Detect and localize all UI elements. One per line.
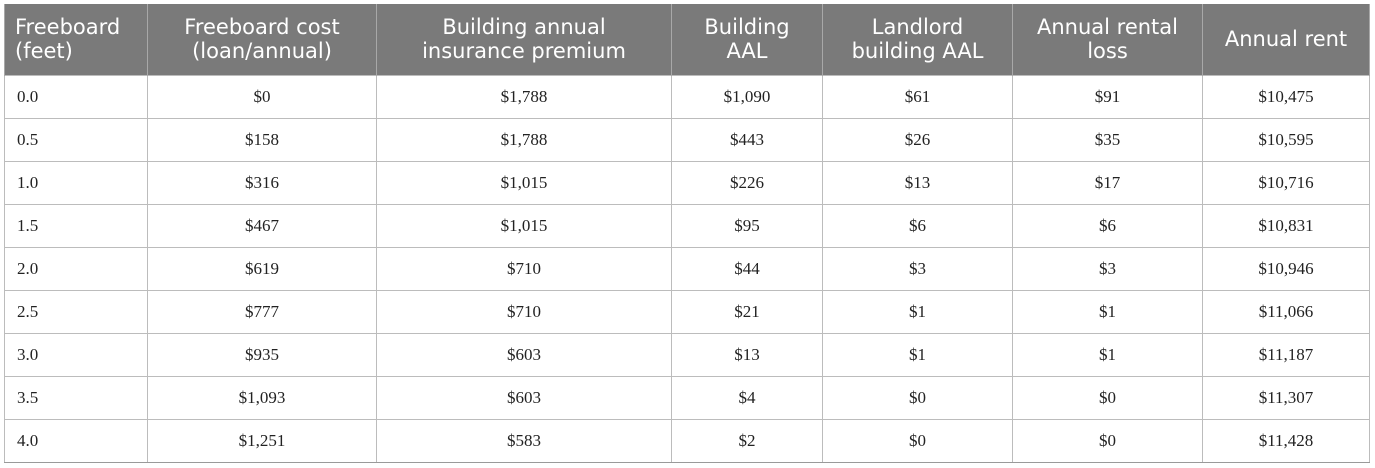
table-cell: 3.0 [4,332,148,377]
table-cell: $1 [1012,289,1203,334]
table-row: 3.0 $935 $603 $13 $1 $1 $11,187 [4,332,1370,377]
table-cell: $316 [147,160,377,205]
table-cell: $10,946 [1202,246,1370,291]
table-row: 1.5 $467 $1,015 $95 $6 $6 $10,831 [4,203,1370,248]
table-cell: $10,831 [1202,203,1370,248]
table-row: 1.0 $316 $1,015 $226 $13 $17 $10,716 [4,160,1370,205]
table-cell: $1,090 [671,74,823,119]
table-cell: $26 [822,117,1013,162]
freeboard-table: Freeboard (feet) Freeboard cost (loan/annua… [4,4,1370,463]
freeboard-table-container: Freeboard (feet) Freeboard cost (loan/annua… [4,4,1370,463]
table-cell: $603 [376,332,672,377]
table-row: 0.0 $0 $1,788 $1,090 $61 $91 $10,475 [4,74,1370,119]
table-cell: $11,066 [1202,289,1370,334]
table-cell: 1.0 [4,160,148,205]
column-header-line: building AAL [851,39,984,64]
column-header: Annual rental loss [1012,4,1203,75]
table-cell: $21 [671,289,823,334]
table-cell: $13 [671,332,823,377]
table-cell: $2 [671,418,823,463]
table-cell: $443 [671,117,823,162]
table-cell: $3 [822,246,1013,291]
table-cell: $10,595 [1202,117,1370,162]
column-header: Annual rent [1202,4,1370,75]
table-cell: $583 [376,418,672,463]
table-cell: $17 [1012,160,1203,205]
table-cell: 2.0 [4,246,148,291]
table-row: 2.5 $777 $710 $21 $1 $1 $11,066 [4,289,1370,334]
column-header: Landlord building AAL [822,4,1013,75]
table-cell: $1,788 [376,74,672,119]
column-header-line: Building [704,15,790,40]
table-row: 2.0 $619 $710 $44 $3 $3 $10,946 [4,246,1370,291]
table-cell: 3.5 [4,375,148,420]
table-cell: $467 [147,203,377,248]
table-cell: $0 [1012,375,1203,420]
table-cell: $13 [822,160,1013,205]
table-cell: $619 [147,246,377,291]
table-cell: $710 [376,289,672,334]
table-cell: $44 [671,246,823,291]
table-cell: $777 [147,289,377,334]
table-cell: $6 [822,203,1013,248]
column-header: Freeboard (feet) [4,4,148,75]
table-cell: $6 [1012,203,1203,248]
table-cell: $1 [1012,332,1203,377]
table-cell: $11,307 [1202,375,1370,420]
column-header-line: Landlord [871,15,964,40]
table-cell: $91 [1012,74,1203,119]
table-row: 0.5 $158 $1,788 $443 $26 $35 $10,595 [4,117,1370,162]
column-header: Building annual insurance premium [376,4,672,75]
table-cell: $0 [147,74,377,119]
table-cell: $1,788 [376,117,672,162]
table-cell: $4 [671,375,823,420]
table-cell: $1,015 [376,203,672,248]
table-cell: $61 [822,74,1013,119]
table-cell: $226 [671,160,823,205]
table-cell: $3 [1012,246,1203,291]
table-body: 0.0 $0 $1,788 $1,090 $61 $91 $10,475 0.5 $158 $1,… [4,74,1370,463]
column-header: Freeboard cost (loan/annual) [147,4,377,75]
table-cell: $710 [376,246,672,291]
table-cell: $0 [822,375,1013,420]
column-header-line: loss [1087,39,1128,64]
column-header-line: AAL [726,39,768,64]
table-cell: 2.5 [4,289,148,334]
column-header-line: (feet) [15,39,73,64]
table-cell: $1 [822,332,1013,377]
table-row: 3.5 $1,093 $603 $4 $0 $0 $11,307 [4,375,1370,420]
table-cell: $11,187 [1202,332,1370,377]
column-header-line: Annual rent [1224,27,1348,52]
column-header-line: (loan/annual) [192,39,332,64]
table-row: 4.0 $1,251 $583 $2 $0 $0 $11,428 [4,418,1370,463]
table-cell: 4.0 [4,418,148,463]
table-cell: $1,251 [147,418,377,463]
table-cell: $0 [822,418,1013,463]
table-cell: $603 [376,375,672,420]
table-cell: $158 [147,117,377,162]
table-cell: $95 [671,203,823,248]
table-cell: $11,428 [1202,418,1370,463]
column-header: Building AAL [671,4,823,75]
table-cell: $35 [1012,117,1203,162]
column-header-line: Freeboard [15,15,121,40]
table-cell: $935 [147,332,377,377]
table-cell: $1 [822,289,1013,334]
column-header-line: insurance premium [422,39,626,64]
table-cell: $1,015 [376,160,672,205]
table-cell: $10,475 [1202,74,1370,119]
table-header: Freeboard (feet) Freeboard cost (loan/annua… [4,4,1370,75]
table-cell: $0 [1012,418,1203,463]
table-cell: $1,093 [147,375,377,420]
table-cell: $10,716 [1202,160,1370,205]
header-row: Freeboard (feet) Freeboard cost (loan/annua… [4,4,1370,75]
column-header-line: Annual rental [1036,15,1178,40]
column-header-line: Building annual [442,15,606,40]
table-cell: 0.5 [4,117,148,162]
table-cell: 0.0 [4,74,148,119]
column-header-line: Freeboard cost [184,15,340,40]
table-cell: 1.5 [4,203,148,248]
